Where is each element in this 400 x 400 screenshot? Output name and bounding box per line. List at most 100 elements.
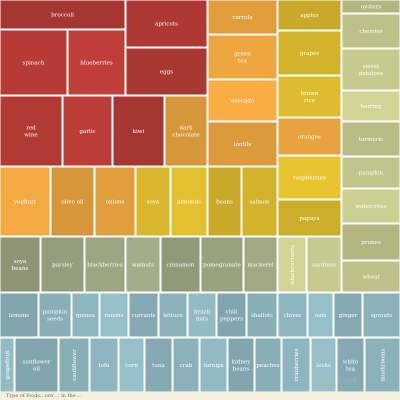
label-apples: apples [300,13,319,19]
label-olive-oil: olive oil [61,200,83,206]
cell-lemons [0,292,39,338]
label-lemons: lemons [9,313,29,319]
watermark-logo: Viszone [312,373,358,393]
label-white-tea: white tea [343,360,359,373]
cell-sunflower-oil [14,337,59,392]
label-currants: currants [131,313,155,319]
label-peaches: peaches [256,363,279,369]
label-brazil-nuts: brazil nuts [194,310,210,323]
cell-sardines [306,236,342,293]
label-shallots: shallots [251,313,273,319]
cell-watercress [341,188,400,224]
label-brown-rice: brown rice [300,91,318,104]
cell-garlic [62,95,113,167]
cell-yoghurt [0,166,51,237]
label-crab: crab [180,363,193,369]
label-pomegranate: pomegranate [203,263,241,269]
label-sweet-potatoes: sweet potatoes [359,64,383,77]
cell-leeks [310,337,337,392]
label-tuna: tuna [152,363,165,369]
label-broccoli: broccoli [51,13,74,19]
cell-oats [307,292,334,338]
cell-lentils [207,121,278,167]
cell-sweet-potatoes [341,48,400,91]
label-grapes: grapes [300,51,319,57]
label-prunes: prunes [361,240,381,246]
label-oysters: oysters [361,5,382,11]
label-soya: soya [147,200,160,206]
label-raspberries: raspberries [293,176,326,182]
cell-onions [94,166,136,237]
label-onions: onions [106,200,125,206]
cell-turmeric [341,121,400,157]
cell-cauliflower [58,337,90,392]
cell-soya [135,166,171,237]
label-ginger: ginger [339,313,358,319]
label-spinach: spinach [23,61,45,67]
cell-pumpkin [341,156,400,189]
cell-kidney-beans [227,337,255,392]
label-corn: corn [125,363,138,369]
label-leeks: leeks [316,363,331,369]
cell-blackcurrants [277,236,307,293]
cell-peaches [254,337,282,392]
cell-spinach [0,29,68,96]
cell-chili-peppers [216,292,247,338]
cell-oranges [277,117,342,156]
cell-dark-chocolate [164,95,208,167]
cell-grapes [277,30,342,76]
label-parsley: parsley [52,263,74,269]
label-watercress: watercress [355,204,386,210]
label-pumpkin: pumpkin [359,171,384,177]
label-lentils: lentils [234,142,252,148]
label-blackcurrants: blackcurrants [290,245,296,284]
cell-raspberries [277,155,342,200]
cell-grapefruit [0,337,15,392]
label-pumpkin-seeds: pumpkin seeds [43,310,68,323]
cell-parsley [40,236,85,293]
cell-pumpkin-seeds [38,292,72,338]
cell-pomegranate [200,236,244,293]
cell-apples [277,0,342,31]
label-cherries: cherries [359,29,382,35]
cell-currants [128,292,159,338]
label-kidney-beans: kidney beans [232,360,252,373]
cell-avocado [207,79,278,122]
label-chili-peppers: chili peppers [220,310,243,323]
cell-sprouts [362,292,400,338]
label-soya-beans: soya beans [12,259,29,272]
cell-olive-oil [50,166,95,237]
label-red-wine: red wine [24,126,38,139]
cell-cranberries [281,337,311,392]
cell-mackerel [243,236,278,293]
cell-ginger [333,292,363,338]
cell-salmon [241,166,278,237]
label-turnips: turnips [203,363,223,369]
cell-oysters [341,0,400,14]
cell-tofu [89,337,119,392]
cell-corn [118,337,145,392]
label-eggs: eggs [160,70,173,76]
label-raisins: raisins [105,313,124,319]
cell-brown-rice [277,75,342,118]
chart-caption: Type of foods...ore ... in the ... [6,393,83,399]
label-almonds: almonds [177,200,201,206]
label-cauliflower: cauliflower [72,349,78,381]
cell-carrots [207,0,278,35]
label-tofu: tofu [98,363,110,369]
label-blueberries: blueberries [80,61,113,67]
cell-blueberries [67,29,126,96]
label-carrots: carrots [232,15,252,21]
label-apricots: apricots [155,22,178,28]
label-walnuts: walnuts [132,263,154,269]
label-papaya: papaya [299,216,320,222]
cell-red-wine [0,95,63,167]
label-mackerel: mackerel [247,263,273,269]
cell-crab [172,337,200,392]
label-yoghurt: yoghurt [13,200,37,206]
cell-herring [341,90,400,122]
cell-apricots [125,0,208,48]
label-blackberries: blackberries [87,263,123,269]
label-sunflower-oil: sunflower oil [23,360,51,373]
